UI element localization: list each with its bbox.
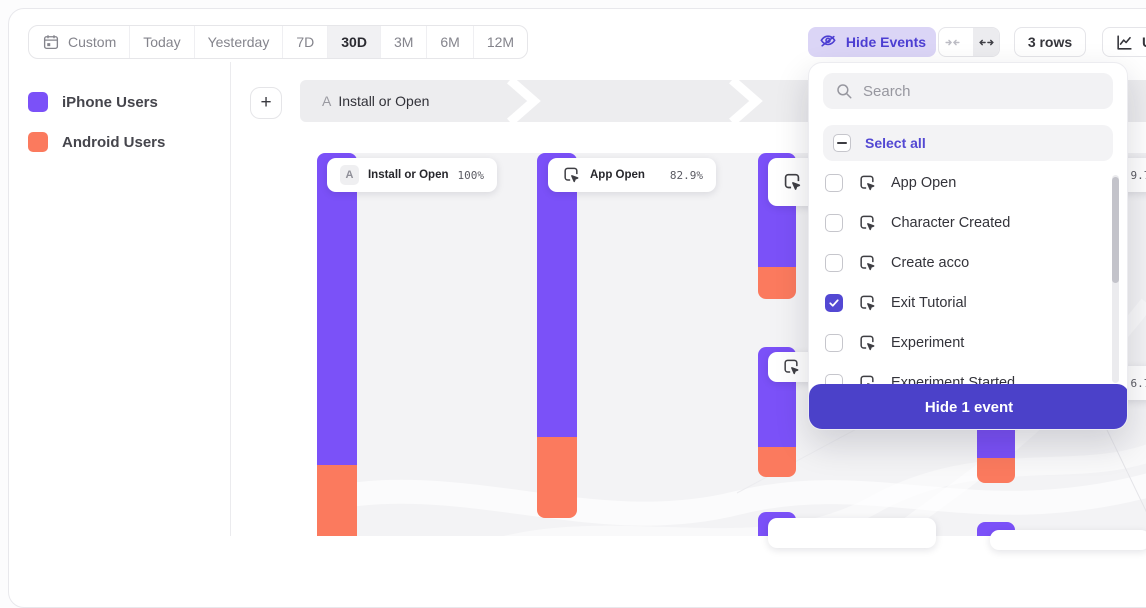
select-all-checkbox[interactable] bbox=[833, 134, 851, 152]
date-range-label: Custom bbox=[68, 34, 116, 50]
conversion-percent: 9.7% bbox=[1131, 169, 1146, 182]
checkbox-unchecked[interactable] bbox=[825, 174, 843, 192]
funnel-bar-step2-iphone[interactable] bbox=[537, 153, 577, 437]
hide-selected-events-button[interactable]: Hide 1 event bbox=[809, 384, 1128, 430]
checkbox-unchecked[interactable] bbox=[825, 334, 843, 352]
funnel-bar-row2-step1-android[interactable] bbox=[758, 447, 796, 477]
event-click-icon bbox=[857, 173, 877, 193]
funnel-bar-step1-android[interactable] bbox=[317, 465, 357, 536]
date-range-selector: Custom Today Yesterday 7D 30D 3M 6M 12M bbox=[28, 25, 528, 59]
date-range-yesterday[interactable]: Yesterday bbox=[195, 26, 284, 58]
column-width-toggle bbox=[938, 27, 1000, 57]
event-click-icon bbox=[561, 165, 581, 185]
funnel-bar-step2-android[interactable] bbox=[537, 437, 577, 518]
rows-count-button[interactable]: 3 rows bbox=[1014, 27, 1086, 57]
event-item-exit-tutorial[interactable]: Exit Tutorial bbox=[823, 283, 1103, 323]
event-click-icon bbox=[857, 253, 877, 273]
step-type-letter: A bbox=[322, 93, 331, 109]
date-range-today[interactable]: Today bbox=[130, 26, 194, 58]
funnel-step-1-header[interactable]: A Install or Open bbox=[322, 80, 429, 122]
event-search[interactable] bbox=[823, 73, 1113, 109]
collapse-columns-button[interactable] bbox=[939, 28, 965, 56]
dropdown-scrollbar-thumb[interactable] bbox=[1112, 177, 1119, 283]
eye-off-icon bbox=[818, 32, 838, 52]
event-click-icon bbox=[857, 333, 877, 353]
date-range-30d[interactable]: 30D bbox=[328, 26, 381, 58]
hide-events-dropdown: Select all App Open Character Created bbox=[808, 62, 1128, 430]
date-range-7d[interactable]: 7D bbox=[283, 26, 328, 58]
step-type-a-badge: A bbox=[340, 165, 359, 185]
arrows-collapse-icon bbox=[944, 34, 961, 51]
conversion-percent: 100% bbox=[458, 169, 485, 182]
hide-events-button[interactable]: Hide Events bbox=[808, 27, 936, 57]
arrows-expand-icon bbox=[978, 34, 995, 51]
date-range-12m[interactable]: 12M bbox=[474, 26, 527, 58]
select-all-row[interactable]: Select all bbox=[823, 125, 1113, 161]
funnel-bar-row2-step2-android[interactable] bbox=[977, 458, 1015, 483]
conversion-percent: 82.9% bbox=[670, 169, 703, 182]
expand-columns-button[interactable] bbox=[973, 28, 999, 56]
step-card-app-open[interactable]: App Open 82.9% bbox=[548, 158, 716, 192]
legend-divider bbox=[230, 62, 231, 536]
calendar-icon bbox=[42, 33, 60, 51]
legend-item-android: Android Users bbox=[28, 132, 165, 152]
funnel-bar-step1-iphone[interactable] bbox=[317, 153, 357, 465]
date-range-custom[interactable]: Custom bbox=[29, 26, 130, 58]
funnel-bar-step3-android[interactable] bbox=[758, 267, 796, 299]
event-click-icon bbox=[857, 213, 877, 233]
add-step-button[interactable]: + bbox=[250, 87, 282, 119]
check-icon bbox=[828, 297, 840, 309]
users-chart-button[interactable]: U bbox=[1102, 27, 1146, 57]
step-card-install-or-open[interactable]: A Install or Open 100% bbox=[327, 158, 497, 192]
legend-label: iPhone Users bbox=[62, 94, 158, 111]
checkbox-unchecked[interactable] bbox=[825, 214, 843, 232]
step-card-row3-step2-partial[interactable] bbox=[990, 530, 1146, 550]
event-click-icon bbox=[781, 171, 803, 193]
event-click-icon bbox=[857, 293, 877, 313]
search-icon bbox=[835, 82, 853, 100]
checkbox-unchecked[interactable] bbox=[825, 254, 843, 272]
date-range-3m[interactable]: 3M bbox=[381, 26, 427, 58]
checkbox-checked[interactable] bbox=[825, 294, 843, 312]
legend-label: Android Users bbox=[62, 134, 165, 151]
date-range-6m[interactable]: 6M bbox=[427, 26, 473, 58]
event-item-app-open[interactable]: App Open bbox=[823, 163, 1103, 203]
iphone-users-swatch bbox=[28, 92, 48, 112]
search-input[interactable] bbox=[863, 83, 1101, 100]
event-item-experiment[interactable]: Experiment bbox=[823, 323, 1103, 363]
android-users-swatch bbox=[28, 132, 48, 152]
line-chart-icon bbox=[1115, 33, 1134, 52]
conversion-percent: 6.7% bbox=[1131, 377, 1146, 390]
event-click-icon bbox=[781, 357, 801, 377]
event-item-character-created[interactable]: Character Created bbox=[823, 203, 1103, 243]
legend-item-iphone: iPhone Users bbox=[28, 92, 158, 112]
event-item-create-acco[interactable]: Create acco bbox=[823, 243, 1103, 283]
step-card-row3-step1-partial[interactable] bbox=[768, 518, 936, 548]
